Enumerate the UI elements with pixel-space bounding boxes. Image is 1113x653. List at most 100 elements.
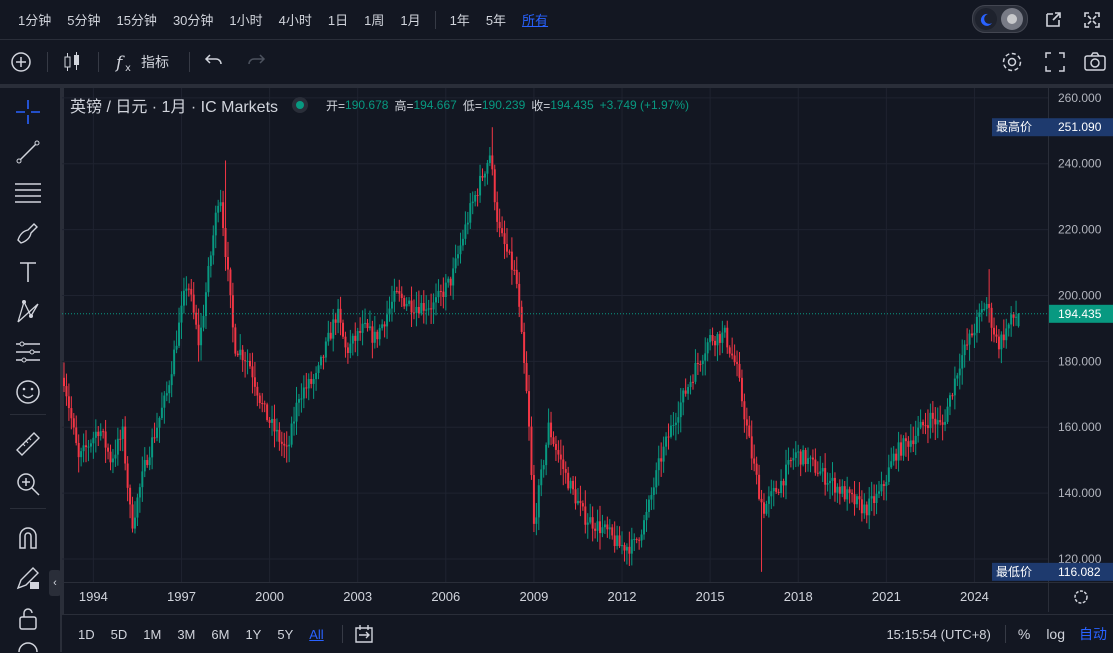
candle-body: [505, 244, 508, 252]
percent-toggle[interactable]: %: [1017, 626, 1031, 642]
popout-icon[interactable]: [1044, 11, 1062, 29]
timeframe-2[interactable]: 15分钟: [116, 13, 157, 28]
eye-icon[interactable]: [14, 642, 42, 652]
candle-body: [293, 421, 296, 424]
range-1y[interactable]: 1Y: [245, 626, 262, 642]
fib-lines-icon[interactable]: [14, 178, 42, 206]
candle-body: [344, 336, 347, 348]
candle-body: [224, 228, 227, 258]
candle-body: [63, 377, 65, 387]
candle-body: [361, 323, 364, 333]
timeframe-4[interactable]: 1小时: [229, 13, 263, 28]
candle-body: [99, 431, 102, 437]
range-5y[interactable]: 5Y: [277, 626, 294, 642]
candle-body: [792, 457, 795, 461]
symbol-title[interactable]: 英镑 / 日元 · 1月 · IC Markets: [70, 99, 279, 116]
candle-body: [131, 504, 134, 529]
price-chart[interactable]: 120.000 140.000 160.000 180.000 200.000 220.0…: [62, 88, 1113, 612]
emoji-icon[interactable]: [14, 378, 42, 406]
candle-body: [917, 427, 920, 436]
candle-body: [809, 457, 812, 459]
low-value: 190.239: [481, 98, 526, 112]
crosshair-icon[interactable]: [14, 98, 42, 126]
log-toggle[interactable]: log: [1046, 626, 1065, 642]
lock-drawing-icon[interactable]: [14, 564, 42, 592]
timeframe-3[interactable]: 30分钟: [172, 13, 214, 28]
fullscreen-icon[interactable]: [1083, 11, 1101, 29]
camera-icon[interactable]: [1083, 50, 1107, 74]
zoom-icon[interactable]: [14, 470, 42, 498]
trend-line-icon[interactable]: [14, 138, 42, 166]
x-tick-label: 1997: [167, 589, 196, 604]
range-6m[interactable]: 6M: [211, 626, 230, 642]
range-bar: 1D 5D 1M 3M 6M 1Y 5Y All 15:15:54 (UTC+8) % lo…: [62, 614, 1113, 653]
range-3m[interactable]: 3M: [177, 626, 196, 642]
redo-icon[interactable]: [244, 50, 268, 74]
range-all[interactable]: All: [309, 626, 324, 642]
period-1[interactable]: 5年: [485, 13, 507, 28]
timeframe-0[interactable]: 1分钟: [18, 13, 52, 28]
candle-body: [496, 202, 499, 222]
candle-body: [662, 446, 665, 462]
add-symbol-icon[interactable]: [9, 50, 33, 74]
range-1m[interactable]: 1M: [143, 626, 162, 642]
brush-icon[interactable]: [14, 218, 42, 246]
text-tool-icon[interactable]: [14, 258, 42, 286]
candle-body: [618, 535, 621, 547]
forecast-icon[interactable]: [14, 338, 42, 366]
candle-body: [474, 195, 477, 202]
period-all[interactable]: 所有: [522, 13, 549, 28]
fullscreen-chart-icon[interactable]: [1043, 50, 1067, 74]
candle-body: [483, 173, 486, 178]
timeframe-6[interactable]: 1日: [327, 13, 349, 28]
clock-time[interactable]: 15:15:54 (UTC+8): [886, 626, 991, 642]
date-range-icon[interactable]: [353, 623, 375, 645]
candle-body: [187, 288, 190, 290]
candle-body: [346, 347, 349, 354]
unlock-icon[interactable]: [14, 604, 42, 632]
close-value: 194.435: [550, 98, 594, 112]
candle-body: [102, 431, 105, 433]
candle-body: [616, 535, 619, 547]
collapse-toolbar-button[interactable]: ‹: [49, 570, 61, 596]
x-tick-label: 2021: [872, 589, 901, 604]
period-0[interactable]: 1年: [449, 13, 470, 28]
timeframe-7[interactable]: 1周: [364, 13, 385, 28]
candle-body: [510, 251, 513, 270]
auto-toggle[interactable]: 自动: [1079, 626, 1107, 642]
candle-body: [508, 251, 511, 253]
candle-body: [501, 228, 504, 234]
range-5d[interactable]: 5D: [110, 626, 128, 642]
timeframe-5[interactable]: 4小时: [278, 13, 312, 28]
candle-body: [200, 327, 203, 346]
candle-body: [623, 545, 626, 551]
candle-body: [403, 298, 406, 307]
candle-body: [738, 363, 741, 378]
candle-body: [782, 480, 785, 486]
candle-body: [513, 269, 516, 271]
candle-body: [638, 539, 641, 541]
candle-body: [635, 539, 638, 541]
candles-icon[interactable]: [60, 50, 84, 74]
pattern-icon[interactable]: [14, 298, 42, 326]
candle-body: [608, 527, 611, 530]
toolbar-separator: [10, 414, 46, 415]
candle-body: [780, 480, 783, 494]
range-1d[interactable]: 1D: [78, 626, 95, 642]
undo-icon[interactable]: [202, 50, 226, 74]
magnet-icon[interactable]: [14, 524, 42, 552]
candle-body: [119, 438, 122, 440]
timeframe-1[interactable]: 5分钟: [67, 13, 101, 28]
candle-body: [826, 483, 829, 485]
candle-body: [148, 457, 151, 466]
candle-body: [273, 418, 276, 432]
axis-settings-icon[interactable]: [1074, 590, 1088, 604]
candle-body: [87, 446, 90, 448]
ruler-icon[interactable]: [14, 430, 42, 458]
candle-body: [136, 497, 139, 518]
theme-toggle[interactable]: [972, 5, 1028, 33]
candle-body: [275, 429, 278, 432]
timeframe-8[interactable]: 1月: [400, 13, 421, 28]
settings-icon[interactable]: [1000, 50, 1024, 74]
